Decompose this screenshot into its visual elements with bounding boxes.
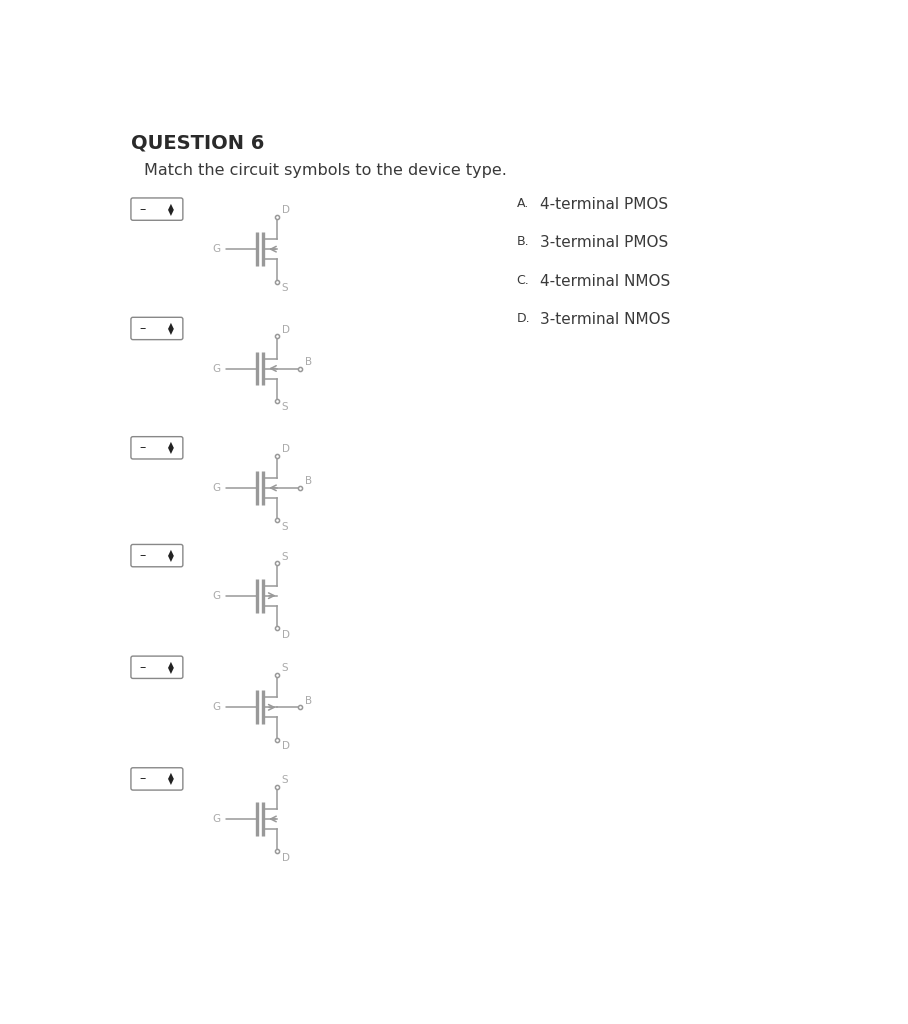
Text: 3-terminal NMOS: 3-terminal NMOS	[539, 312, 670, 328]
Text: –: –	[139, 441, 145, 455]
Text: QUESTION 6: QUESTION 6	[131, 134, 264, 153]
Text: B: B	[305, 357, 312, 367]
Text: –: –	[139, 203, 145, 216]
Text: ▼: ▼	[168, 666, 173, 675]
Text: D: D	[281, 630, 290, 640]
Text: A.: A.	[517, 197, 528, 210]
Text: G: G	[212, 591, 221, 601]
Text: ▼: ▼	[168, 554, 173, 563]
Text: B.: B.	[517, 236, 529, 248]
Text: G: G	[212, 814, 221, 824]
Text: D: D	[281, 205, 290, 215]
Text: ▼: ▼	[168, 446, 173, 456]
Text: Match the circuit symbols to the device type.: Match the circuit symbols to the device …	[144, 163, 508, 178]
Text: ▲: ▲	[168, 202, 173, 211]
Text: S: S	[281, 522, 289, 531]
Text: G: G	[212, 702, 221, 713]
FancyBboxPatch shape	[131, 317, 183, 340]
FancyBboxPatch shape	[131, 545, 183, 567]
FancyBboxPatch shape	[131, 768, 183, 791]
Text: ▼: ▼	[168, 777, 173, 786]
Text: –: –	[139, 660, 145, 674]
Text: C.: C.	[517, 273, 529, 287]
Text: ▼: ▼	[168, 208, 173, 217]
Text: S: S	[281, 664, 289, 674]
FancyBboxPatch shape	[131, 656, 183, 679]
Text: B: B	[305, 695, 312, 706]
Text: 4-terminal PMOS: 4-terminal PMOS	[539, 197, 668, 212]
Text: 3-terminal PMOS: 3-terminal PMOS	[539, 236, 668, 250]
Text: B: B	[305, 476, 312, 486]
Text: S: S	[281, 402, 289, 413]
Text: S: S	[281, 283, 289, 293]
Text: G: G	[212, 364, 221, 374]
Text: S: S	[281, 775, 289, 785]
Text: –: –	[139, 549, 145, 562]
Text: ▲: ▲	[168, 659, 173, 669]
Text: ▲: ▲	[168, 321, 173, 330]
Text: ▼: ▼	[168, 327, 173, 336]
Text: ▲: ▲	[168, 548, 173, 557]
Text: D: D	[281, 853, 290, 863]
Text: D: D	[281, 325, 290, 335]
FancyBboxPatch shape	[131, 198, 183, 220]
Text: D: D	[281, 741, 290, 752]
Text: S: S	[281, 552, 289, 562]
Text: 4-terminal NMOS: 4-terminal NMOS	[539, 273, 670, 289]
Text: D: D	[281, 444, 290, 454]
Text: ▲: ▲	[168, 771, 173, 780]
Text: –: –	[139, 772, 145, 785]
Text: G: G	[212, 244, 221, 254]
FancyBboxPatch shape	[131, 436, 183, 459]
Text: –: –	[139, 322, 145, 335]
Text: ▲: ▲	[168, 440, 173, 450]
Text: G: G	[212, 483, 221, 493]
Text: D.: D.	[517, 312, 530, 326]
